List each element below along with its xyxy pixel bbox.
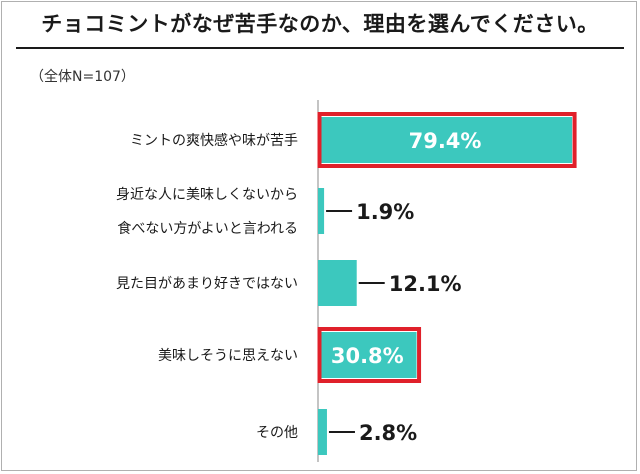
value-label-3: 30.8% (331, 344, 404, 368)
value-label-2: 12.1% (389, 272, 462, 296)
title-divider (16, 47, 624, 49)
value-label-4: 2.8% (359, 421, 417, 445)
bar-2 (318, 260, 357, 306)
value-label-0: 79.4% (409, 129, 482, 153)
sample-size-note: （全体N=107） (30, 69, 135, 85)
bar-3 (318, 332, 417, 378)
category-label-1-line-0: 身近な人に美味しくないから (116, 187, 298, 203)
bar-highlight-3 (317, 327, 422, 383)
category-label-1-line-1: 食べない方がよいと言われる (117, 220, 298, 237)
category-label-3: 美味しそうに思えない (158, 348, 298, 364)
chart-title: チョコミントがなぜ苦手なのか、理由を選んでください。 (41, 12, 599, 36)
category-label-2: 見た目があまり好きではない (116, 276, 298, 292)
value-label-1: 1.9% (356, 200, 414, 224)
category-label-4: その他 (256, 425, 298, 441)
bar-highlight-0 (317, 112, 577, 168)
bar-4 (318, 409, 327, 455)
bar-1 (318, 188, 325, 234)
category-label-0: ミントの爽快感や味が苦手 (130, 132, 298, 149)
bar-0 (318, 117, 573, 163)
